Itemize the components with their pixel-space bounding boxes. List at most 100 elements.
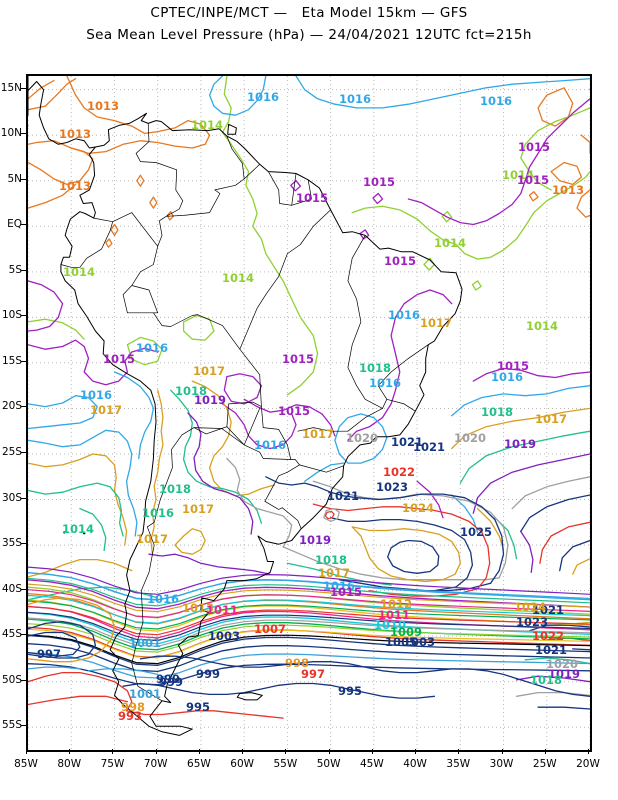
contour-value-label: 1003	[403, 635, 435, 649]
contour-value-label: 1014	[63, 265, 95, 279]
contour-value-label: 995	[338, 684, 362, 698]
contour-value-label: 1014	[526, 319, 558, 333]
lat-tick-label: 55S	[1, 719, 22, 732]
political-border	[382, 398, 416, 412]
lat-tick-label: 20S	[1, 400, 22, 413]
contour-value-label: 1016	[147, 592, 179, 606]
contour-value-label: 1014	[191, 118, 223, 132]
contour-value-label: 1014	[222, 271, 254, 285]
contour-value-label: 1005	[385, 635, 417, 649]
contour-value-label: 1014	[502, 168, 534, 182]
contour-value-label: 1010	[374, 618, 406, 632]
contour-westerly-band	[28, 623, 590, 653]
political-border	[122, 245, 159, 314]
contour-value-label: 1015	[363, 175, 395, 189]
contour-1015	[28, 579, 590, 610]
lon-tick-mark	[242, 749, 244, 754]
contour-value-label: 1013	[552, 183, 584, 197]
contour-value-label: 1016	[254, 438, 286, 452]
contour-value-label: 1020	[454, 431, 486, 445]
contour-value-label: 1014	[434, 236, 466, 250]
contour-westerly-band	[28, 611, 590, 642]
lon-tick-label: 80W	[57, 758, 82, 770]
contour-1014	[471, 280, 482, 291]
contour-value-label: 1016	[369, 376, 401, 390]
contour-1014	[182, 314, 215, 341]
lat-tick-mark	[21, 679, 26, 681]
contour-1001	[28, 666, 81, 670]
lon-tick-label: 20W	[576, 758, 600, 770]
contour-1015	[372, 192, 384, 205]
lat-tick-mark	[21, 133, 26, 135]
contour-1015	[223, 373, 263, 405]
contour-value-label: 1019	[299, 533, 331, 547]
lon-tick-label: 40W	[403, 758, 427, 770]
lat-tick-mark	[21, 87, 26, 89]
contour-1013	[105, 238, 113, 248]
contour-value-label: 1013	[59, 127, 91, 141]
contour-value-label: 1019	[548, 667, 580, 681]
lon-tick-label: 35W	[446, 758, 471, 770]
contour-value-label: 1020	[546, 657, 578, 671]
contour-value-label: 1021	[391, 435, 423, 449]
contour-1023	[329, 517, 474, 588]
contour-1013	[537, 87, 574, 127]
contour-1016	[208, 76, 267, 116]
contour-value-label: 1017	[420, 316, 452, 330]
lon-tick-mark	[588, 749, 589, 754]
lat-tick-label: 40S	[1, 582, 22, 595]
contour-1017	[150, 389, 164, 555]
lat-tick-mark	[21, 178, 26, 180]
contour-value-label: 1009	[390, 625, 422, 639]
contour-1013	[166, 211, 174, 221]
contour-value-label: 1015	[517, 173, 549, 187]
lat-tick-mark	[21, 543, 26, 545]
contour-1019	[187, 412, 254, 535]
political-border	[243, 163, 261, 180]
lat-tick-label: 10N	[0, 127, 22, 140]
contour-1019	[520, 530, 534, 574]
lon-tick-mark	[26, 749, 27, 754]
contour-1017	[451, 407, 590, 450]
contour-1020	[416, 493, 509, 579]
contour-value-label: 1015	[384, 254, 416, 268]
lon-tick-mark	[155, 749, 157, 754]
lat-tick-label: 25S	[1, 445, 22, 458]
coastlines	[28, 76, 590, 736]
contour-value-label: 1017	[90, 403, 122, 417]
contour-1018	[459, 430, 590, 484]
contour-1015	[28, 280, 64, 332]
lon-tick-label: 60W	[230, 758, 255, 770]
lat-tick-label: 5N	[7, 172, 22, 185]
contour-1018	[524, 657, 590, 665]
contour-1022	[312, 503, 491, 590]
lon-tick-mark	[285, 749, 287, 754]
contour-1019	[515, 675, 590, 683]
contour-1017	[476, 507, 505, 551]
contour-1013	[576, 189, 590, 218]
contour-westerly-band	[28, 617, 590, 647]
political-border	[131, 285, 159, 314]
contour-1013	[28, 183, 77, 209]
contour-1015	[347, 289, 453, 441]
lon-tick-mark	[371, 749, 373, 754]
contour-1022	[539, 521, 590, 564]
contour-1013	[528, 191, 539, 202]
contour-1016	[451, 385, 590, 417]
contour-value-label: 1014	[62, 522, 94, 536]
contour-value-label: 998	[121, 700, 145, 714]
contour-997	[28, 620, 97, 659]
lat-tick-label: EQ	[7, 218, 22, 231]
contour-value-label: 1015	[103, 352, 135, 366]
contour-value-label: 1017	[182, 502, 214, 516]
political-border	[165, 135, 245, 217]
contour-1013	[136, 174, 145, 187]
contour-value-label: 1007	[254, 622, 286, 636]
contour-1014	[28, 318, 85, 340]
contour-value-label: 1001	[129, 687, 161, 701]
lat-tick-label: 10S	[1, 309, 22, 322]
lat-tick-mark	[21, 497, 26, 499]
contour-value-label: 1015	[296, 191, 328, 205]
